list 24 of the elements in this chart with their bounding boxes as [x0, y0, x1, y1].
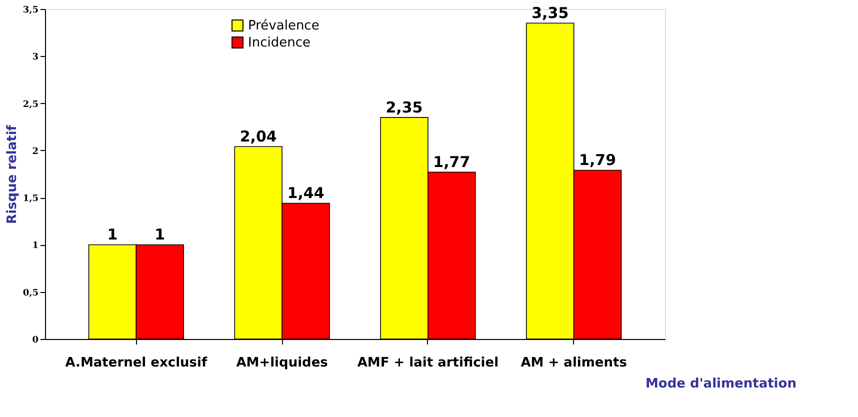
- y-axis-title: Risque relatif: [4, 124, 20, 224]
- y-tick-label: 1: [32, 241, 38, 252]
- x-tick-label: AM + aliments: [520, 356, 628, 370]
- legend-label: Prévalence: [248, 18, 320, 34]
- data-label: 2,04: [240, 128, 277, 146]
- data-label: 1,44: [287, 184, 324, 202]
- x-axis-title: Mode d'alimentation: [646, 376, 796, 392]
- x-tick-label: A.Maternel exclusif: [65, 356, 208, 370]
- y-tick-label: 3: [32, 52, 38, 63]
- data-label: 2,35: [386, 98, 423, 116]
- y-tick-label: 0,5: [22, 288, 38, 298]
- legend-label: Incidence: [248, 36, 310, 50]
- y-tick-label: 1,5: [22, 194, 38, 204]
- data-label: 1: [107, 226, 118, 244]
- x-tick-label: AM+liquides: [236, 356, 328, 370]
- y-tick-label: 3,5: [22, 6, 38, 16]
- y-tick-label: 2: [32, 146, 38, 157]
- y-tick-label: 2,5: [22, 100, 38, 110]
- x-tick-label: AMF + lait artificiel: [357, 356, 499, 370]
- y-tick-label: 0: [32, 336, 38, 346]
- data-label: 1: [154, 226, 166, 244]
- data-label: 1,77: [433, 153, 470, 172]
- data-label: 1,79: [579, 151, 616, 170]
- data-label: 3,35: [532, 4, 569, 22]
